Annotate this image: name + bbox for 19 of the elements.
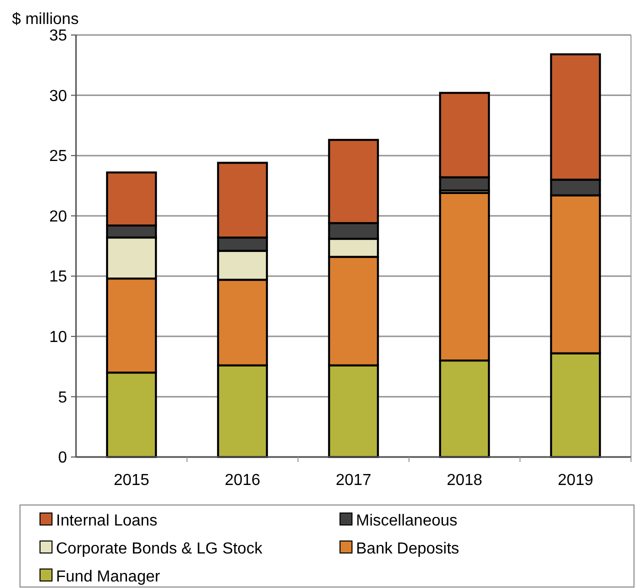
y-tick-label: 10 — [49, 329, 68, 346]
y-tick-label: 20 — [49, 208, 68, 226]
y-tick-label: 0 — [58, 450, 68, 467]
legend-label: Corporate Bonds & LG Stock — [56, 540, 264, 558]
x-tick-label: 2016 — [224, 472, 260, 489]
legend-label: Fund Manager — [56, 568, 161, 586]
y-tick-label: 15 — [49, 268, 68, 286]
legend-label: Internal Loans — [56, 512, 158, 530]
legend-label: Miscellaneous — [356, 512, 458, 530]
y-tick-label: 25 — [49, 148, 68, 166]
y-tick-label: 5 — [58, 389, 68, 406]
x-tick-label: 2018 — [446, 472, 482, 489]
y-tick-label: 30 — [49, 88, 68, 105]
x-tick-label: 2017 — [336, 472, 372, 489]
x-tick-label: 2015 — [114, 472, 150, 489]
y-axis-title: $ millions — [12, 11, 79, 28]
x-tick-label: 2019 — [558, 472, 594, 489]
y-tick-label: 35 — [49, 28, 68, 45]
legend-label: Bank Deposits — [356, 540, 460, 558]
